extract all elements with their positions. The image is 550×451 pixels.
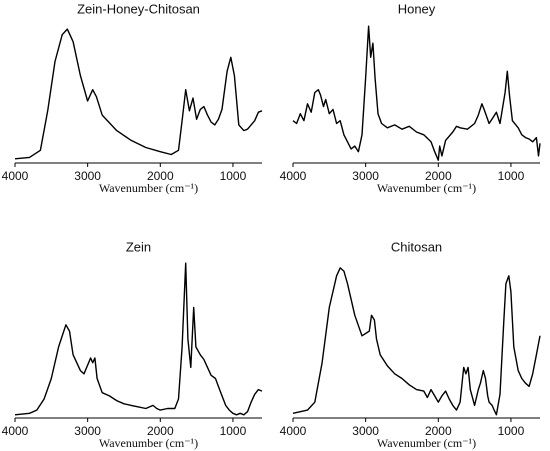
x-tick-label: 3000 [352,424,379,438]
x-tick-label: 3000 [352,169,379,183]
x-tick-label: 4000 [280,424,307,438]
spectrum-line [14,28,263,160]
x-axis-label: Wavenumber (cm⁻¹) [99,436,198,450]
x-tick-label: 1000 [220,169,247,183]
x-axis-label: Wavenumber (cm⁻¹) [377,436,476,450]
x-tick-label: 3000 [74,424,101,438]
x-tick-label: 4000 [2,169,29,183]
x-tick-label: 4000 [280,169,307,183]
x-tick-label: 2000 [425,424,452,438]
x-tick-label: 1000 [498,424,525,438]
x-tick-label: 1000 [220,424,247,438]
x-axis-label: Wavenumber (cm⁻¹) [377,181,476,195]
x-tick-label: 4000 [2,424,29,438]
panel-title: Chitosan [391,239,442,254]
x-tick-label: 2000 [147,169,174,183]
x-axis-label: Wavenumber (cm⁻¹) [99,181,198,195]
spectrum-line [292,267,541,416]
spectrum-line [292,25,541,161]
spectrum-line [14,262,263,416]
panel-title: Zein [126,239,151,254]
x-tick-label: 2000 [425,169,452,183]
panel-title: Zein-Honey-Chitosan [77,1,200,16]
x-tick-label: 2000 [147,424,174,438]
x-tick-label: 3000 [74,169,101,183]
panel-title: Honey [398,1,436,16]
x-tick-label: 1000 [498,169,525,183]
